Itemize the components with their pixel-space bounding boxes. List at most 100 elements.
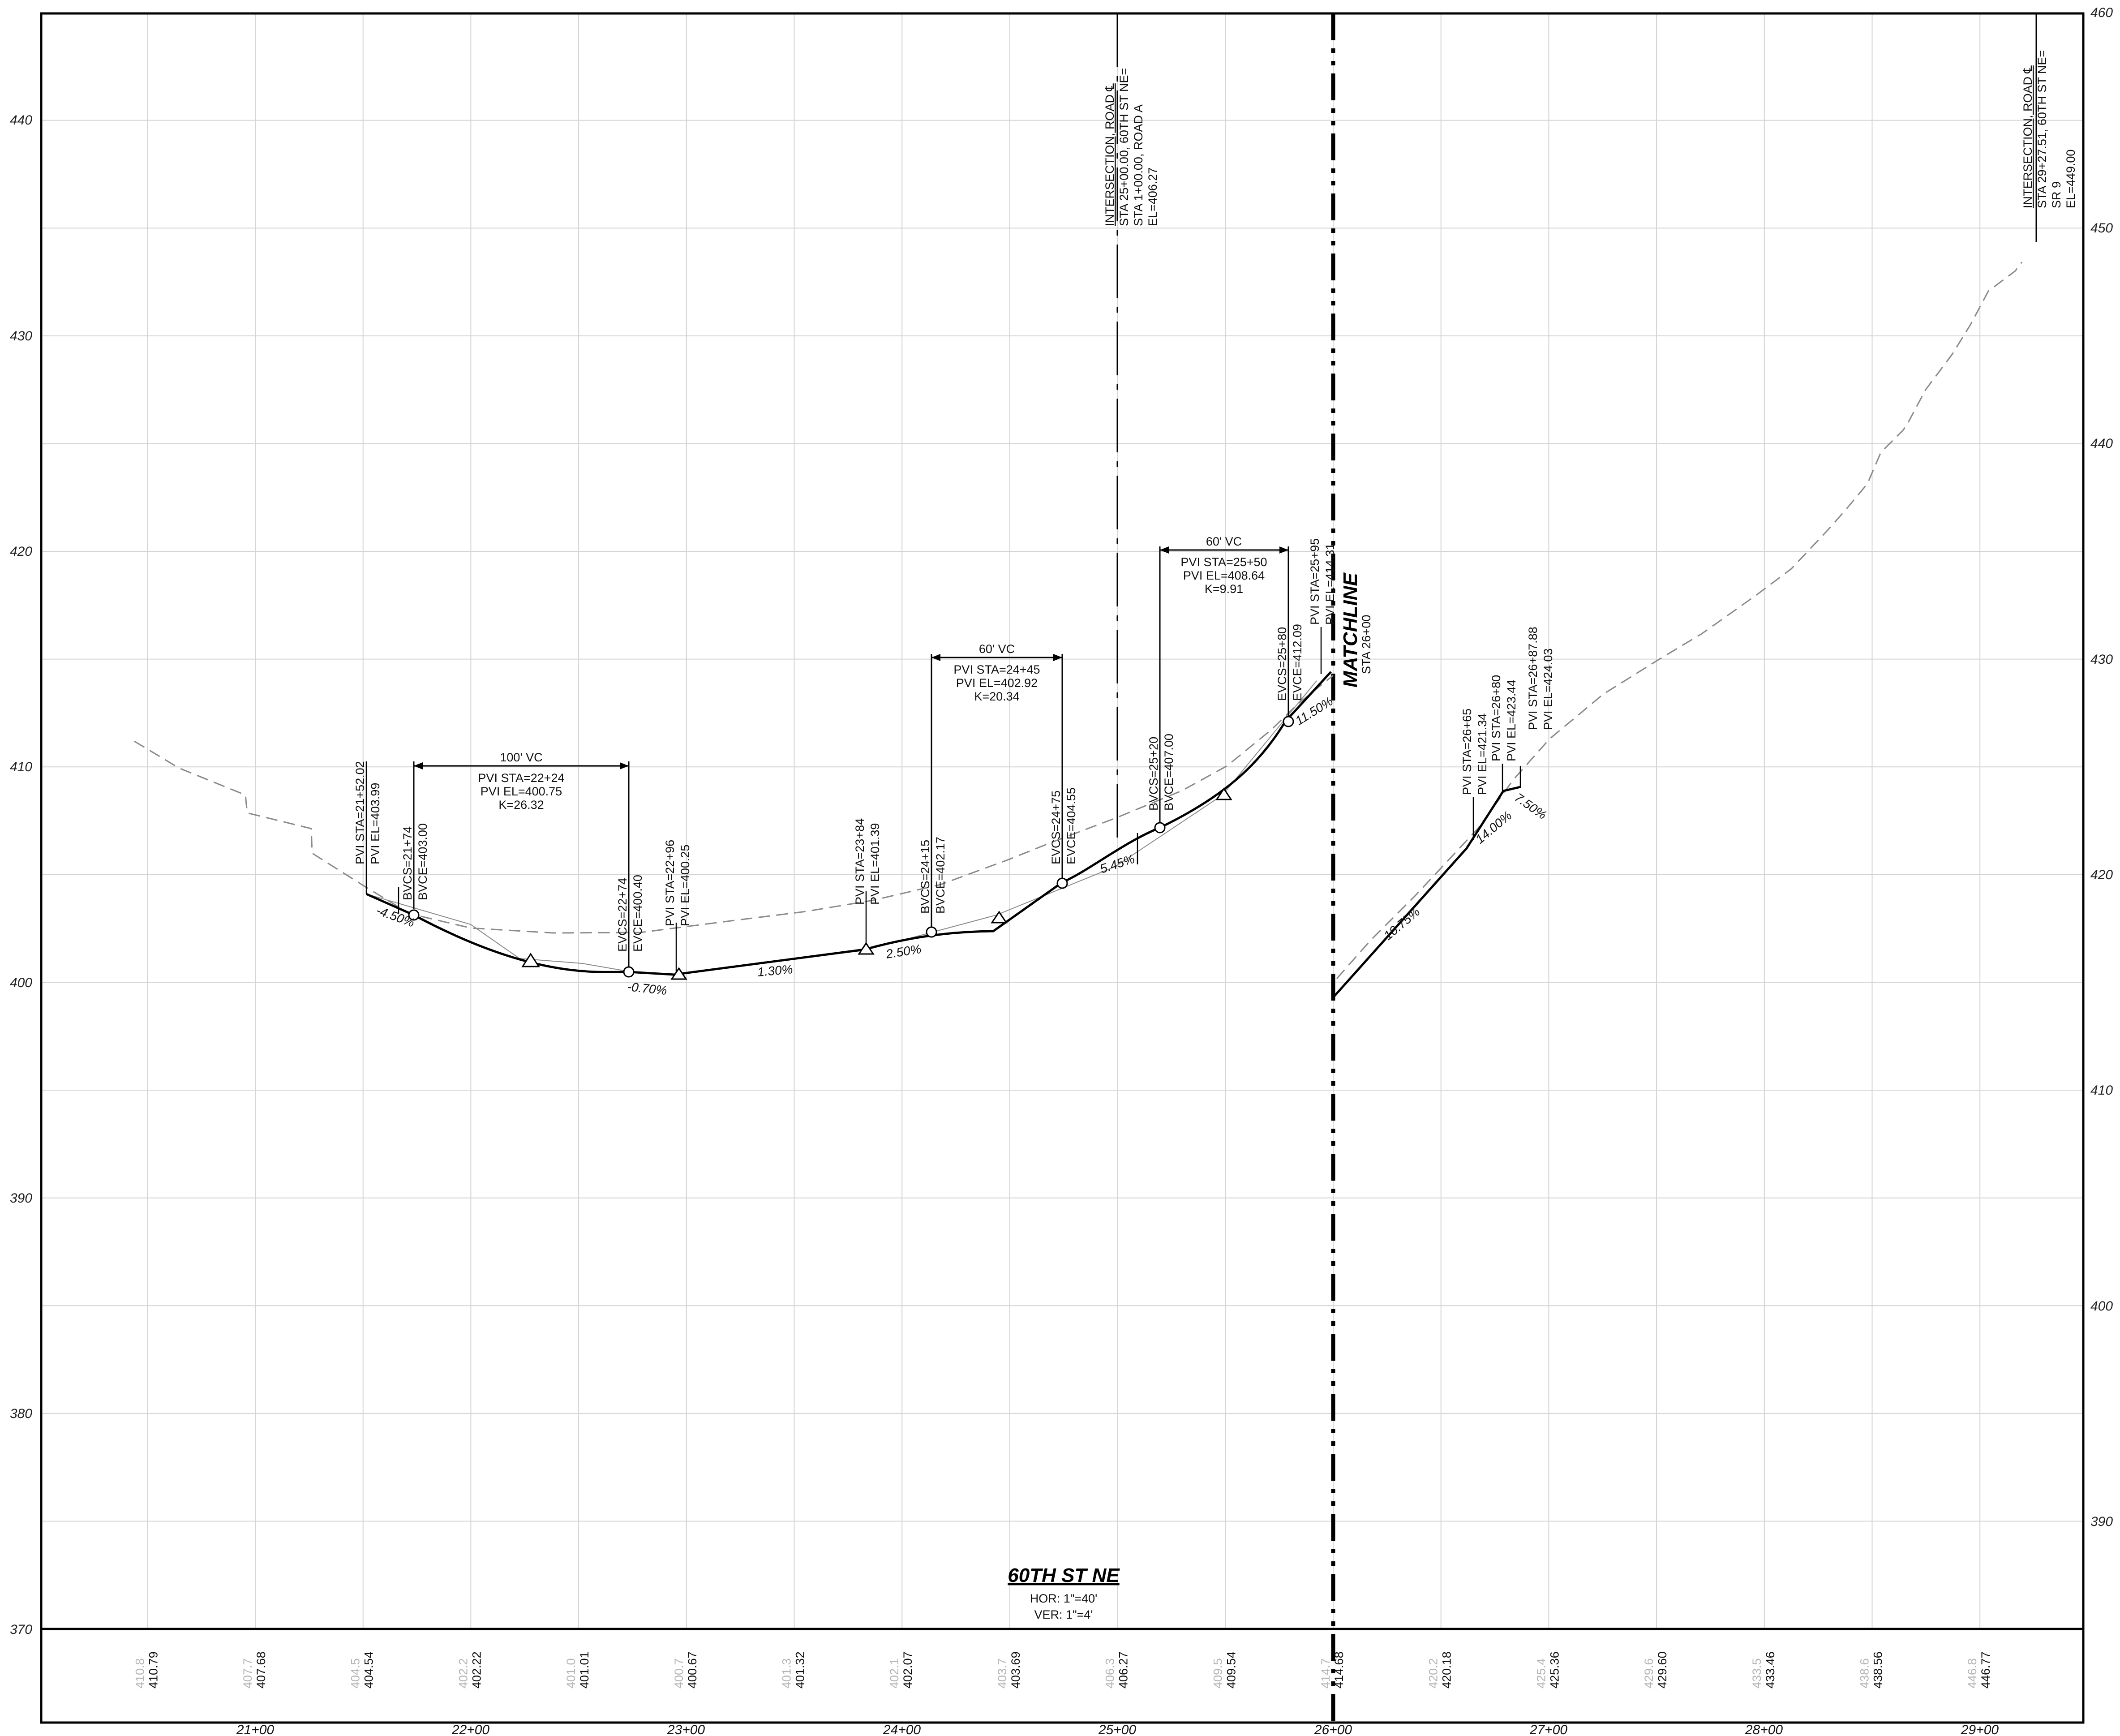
existing-ground-elevation: 402.2 <box>456 1658 470 1689</box>
vc-length: 60' VC <box>979 642 1015 656</box>
profile-grade-elevation: 406.27 <box>1117 1651 1130 1689</box>
vc-pvi-elevation: PVI EL=400.75 <box>481 785 562 798</box>
svg-text:EVCS=24+75: EVCS=24+75 <box>1049 791 1063 864</box>
point-labels: PVI STA=21+52.02 PVI EL=403.99 BVCS=21+7… <box>353 538 1555 952</box>
vc-pvi-station: PVI STA=24+45 <box>953 663 1040 676</box>
point-label: BVCS=21+74 BVCE=403.00 <box>401 823 429 900</box>
profile-grade-elevation: 409.54 <box>1224 1651 1238 1689</box>
vc-length: 100' VC <box>500 751 542 764</box>
svg-text:PVI STA=26+65: PVI STA=26+65 <box>1460 709 1474 795</box>
vc-pvi-elevation: PVI EL=408.64 <box>1183 569 1265 582</box>
svg-text:BVCE=403.00: BVCE=403.00 <box>416 823 429 900</box>
svg-text:PVI STA=21+52.02: PVI STA=21+52.02 <box>353 761 367 864</box>
profile-grade-elevation: 403.69 <box>1009 1651 1022 1689</box>
svg-text:PVI EL=421.34: PVI EL=421.34 <box>1476 713 1489 795</box>
left-axis-label: 400 <box>10 975 32 990</box>
point-leaders <box>365 627 1521 972</box>
grade-label: 2.50% <box>884 942 922 961</box>
existing-ground-elevation: 429.6 <box>1642 1658 1656 1689</box>
vc-annotation-2: 60' VC PVI STA=24+45 PVI EL=402.92 K=20.… <box>953 642 1040 703</box>
svg-text:EL=449.00: EL=449.00 <box>2064 150 2077 208</box>
existing-ground-elevation: 409.5 <box>1211 1658 1224 1689</box>
station-label: 29+00 <box>1961 1723 1999 1736</box>
profile-grade-elevation: 402.22 <box>470 1651 483 1689</box>
profile-grade-elevation: 401.32 <box>794 1651 807 1689</box>
svg-text:STA 25+00.00, 60TH ST NE=: STA 25+00.00, 60TH ST NE= <box>1117 68 1131 226</box>
point-label: EVCS=22+74 EVCE=400.40 <box>616 875 644 952</box>
point-label: PVI STA=23+84 PVI EL=401.39 <box>853 818 882 905</box>
existing-ground-elevation: 406.3 <box>1103 1658 1117 1689</box>
profile-grade-elevation: 400.67 <box>686 1651 699 1689</box>
proposed-profile-ahead <box>1332 786 1521 998</box>
point-label: PVI STA=21+52.02 PVI EL=403.99 <box>353 761 382 864</box>
right-axis-label: 450 <box>2090 221 2113 236</box>
profile-grade-elevation: 402.07 <box>901 1651 914 1689</box>
right-axis-label: 390 <box>2090 1514 2113 1529</box>
existing-ground-elevation: 446.8 <box>1966 1658 1979 1689</box>
svg-text:EL=406.27: EL=406.27 <box>1146 168 1159 226</box>
svg-text:BVCS=21+74: BVCS=21+74 <box>401 826 414 900</box>
svg-text:PVI STA=26+87.88: PVI STA=26+87.88 <box>1526 627 1540 730</box>
profile-grade-elevation: 446.77 <box>1979 1651 1992 1689</box>
elevation-band: 410.8 410.79 407.7 407.68 404.5 404.54 402.2 40… <box>133 1651 1992 1689</box>
horizontal-scale: HOR: 1"=40' <box>1030 1592 1098 1605</box>
sheet-frame <box>40 12 2085 1724</box>
profile-grade-elevation: 425.36 <box>1548 1651 1561 1689</box>
profile-title: 60TH ST NE <box>1008 1564 1120 1586</box>
vc-brackets <box>413 546 1289 967</box>
vc-length: 60' VC <box>1206 535 1242 548</box>
svg-text:SR 9: SR 9 <box>2050 181 2063 208</box>
svg-text:EVCE=404.55: EVCE=404.55 <box>1064 787 1078 864</box>
right-axis-label: 430 <box>2090 652 2113 667</box>
station-label: 22+00 <box>451 1723 490 1736</box>
svg-text:PVI STA=23+84: PVI STA=23+84 <box>853 818 867 905</box>
point-label: PVI STA=26+80 PVI EL=423.44 <box>1489 675 1518 761</box>
vc-annotation-1: 100' VC PVI STA=22+24 PVI EL=400.75 K=26… <box>478 751 564 812</box>
station-label: 27+00 <box>1529 1723 1568 1736</box>
point-label: PVI STA=22+96 PVI EL=400.25 <box>663 840 692 926</box>
existing-ground-elevation: 404.5 <box>349 1658 362 1689</box>
existing-ground-elevation: 401.3 <box>780 1658 794 1689</box>
svg-text:PVI EL=400.25: PVI EL=400.25 <box>678 845 692 926</box>
svg-text:BVCE=402.17: BVCE=402.17 <box>934 837 947 914</box>
svg-text:BVCE=407.00: BVCE=407.00 <box>1162 734 1176 811</box>
svg-text:EVCS=25+80: EVCS=25+80 <box>1275 627 1289 701</box>
profile-grade-elevation: 401.01 <box>578 1651 591 1689</box>
svg-text:BVCS=24+15: BVCS=24+15 <box>918 840 932 914</box>
vc-k-value: K=26.32 <box>498 798 544 812</box>
point-label: BVCS=25+20 BVCE=407.00 <box>1147 734 1176 811</box>
right-axis-label: 400 <box>2090 1299 2113 1314</box>
left-elevation-axis: 370 380 390 400 410 420 430 440 <box>10 113 32 1637</box>
svg-text:EVCS=22+74: EVCS=22+74 <box>616 878 629 952</box>
station-label: 23+00 <box>667 1723 705 1736</box>
matchline-label: MATCHLINE STA 26+00 <box>1339 572 1373 688</box>
right-axis-label: 410 <box>2090 1083 2113 1098</box>
proposed-profile <box>365 671 1332 976</box>
profile-grade-elevation: 420.18 <box>1440 1651 1454 1689</box>
existing-ground-elevation: 400.7 <box>672 1658 686 1689</box>
vc-annotation-3: 60' VC PVI STA=25+50 PVI EL=408.64 K=9.9… <box>1180 535 1267 596</box>
point-label: BVCS=24+15 BVCE=402.17 <box>918 837 947 914</box>
point-label: PVI STA=26+87.88 PVI EL=424.03 <box>1526 627 1555 730</box>
svg-text:EVCE=400.40: EVCE=400.40 <box>631 875 644 952</box>
profile-grade-elevation: 407.68 <box>254 1651 268 1689</box>
intersection-label-sr9: INTERSECTION, ROAD ℄ STA 29+27.51, 60TH … <box>2021 50 2077 208</box>
left-axis-label: 430 <box>10 329 32 344</box>
point-label: EVCS=24+75 EVCE=404.55 <box>1049 787 1078 864</box>
station-label: 25+00 <box>1098 1723 1137 1736</box>
vc-pvi-station: PVI STA=22+24 <box>478 771 564 785</box>
station-label: 24+00 <box>883 1723 921 1736</box>
left-axis-label: 440 <box>10 113 32 128</box>
svg-text:EVCE=412.09: EVCE=412.09 <box>1291 624 1304 701</box>
left-axis-label: 390 <box>10 1191 32 1206</box>
existing-ground-elevation: 403.7 <box>996 1658 1009 1689</box>
right-axis-label: 420 <box>2090 868 2113 882</box>
intersection-title: INTERSECTION, ROAD ℄ <box>1103 83 1116 226</box>
svg-text:PVI STA=25+95: PVI STA=25+95 <box>1308 538 1322 625</box>
existing-ground-elevation: 438.6 <box>1858 1658 1871 1689</box>
existing-ground-elevation: 433.5 <box>1750 1658 1764 1689</box>
svg-text:STA 1+00.00, ROAD A: STA 1+00.00, ROAD A <box>1132 104 1145 226</box>
vc-pvi-station: PVI STA=25+50 <box>1180 555 1267 569</box>
existing-ground-elevation: 402.1 <box>888 1658 901 1689</box>
